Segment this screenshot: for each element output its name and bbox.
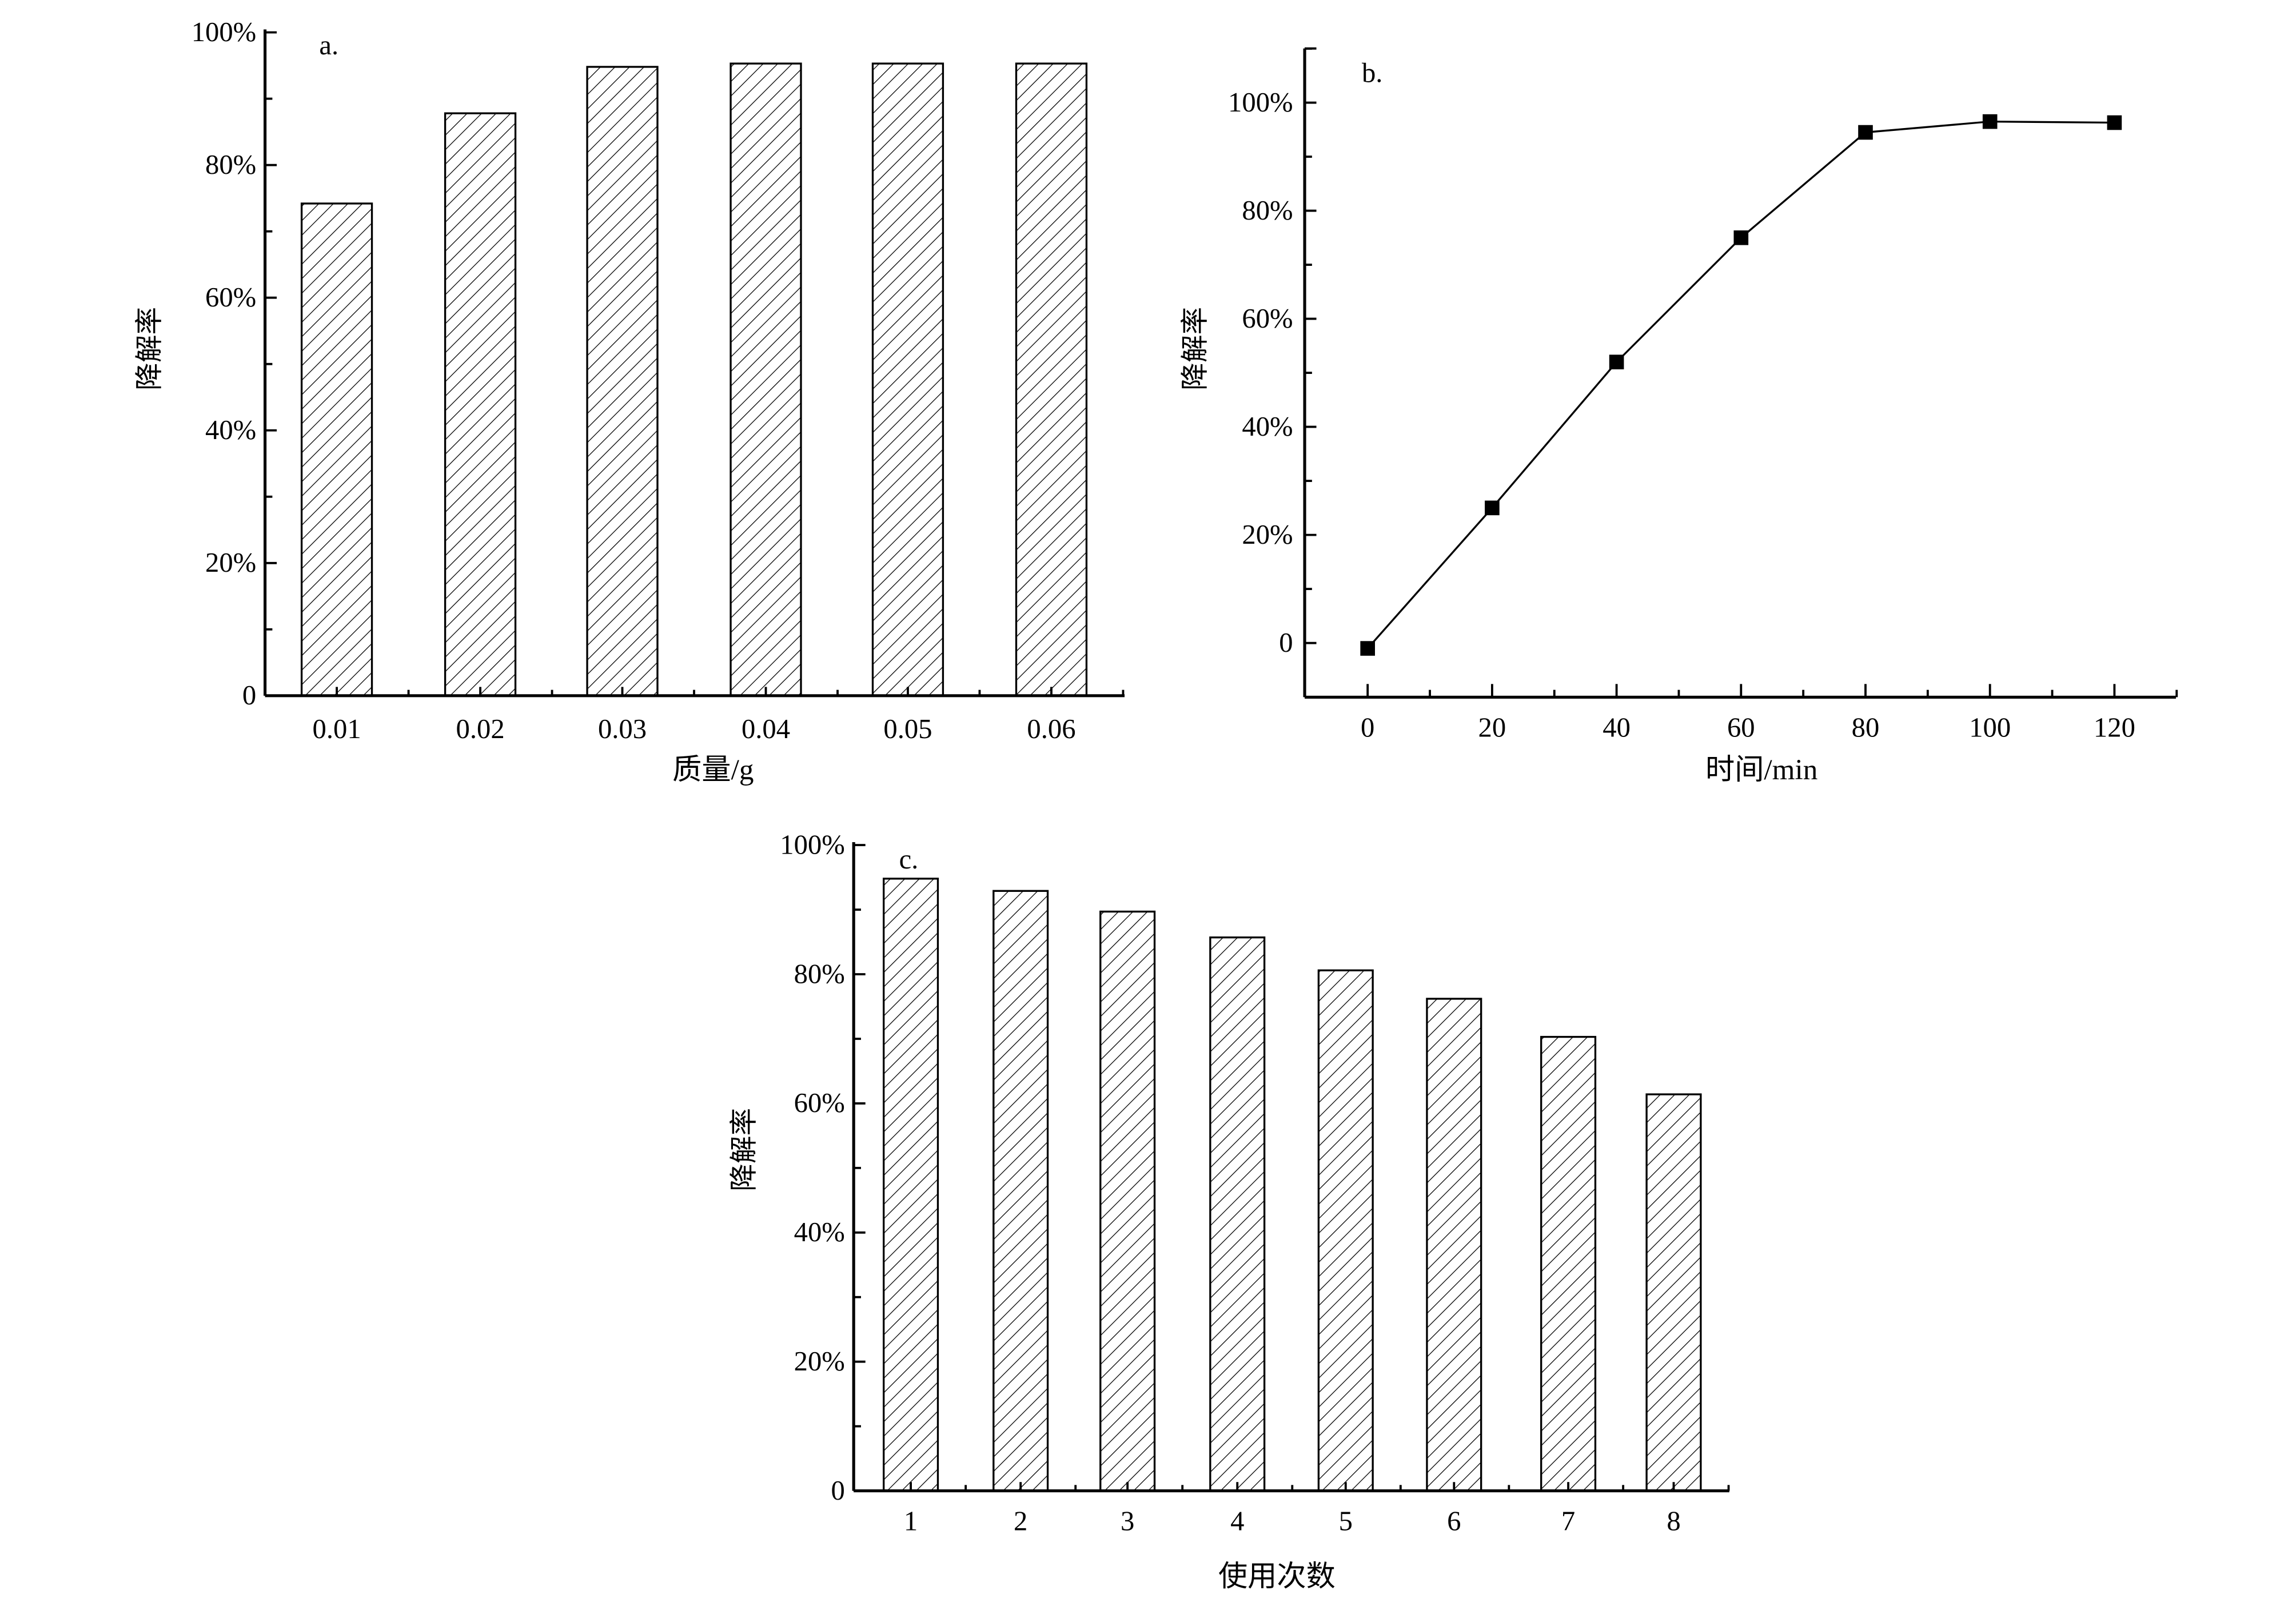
bar	[300, 202, 373, 697]
bar	[992, 890, 1049, 1492]
y-tick-label: 100%	[1228, 87, 1293, 118]
data-point	[1485, 500, 1500, 516]
y-tick-label: 20%	[205, 547, 256, 578]
x-axis-label: 时间/min	[1705, 754, 1817, 786]
bar	[1209, 936, 1266, 1492]
x-tick-label: 0.04	[742, 714, 790, 744]
bar	[883, 878, 939, 1492]
x-tick-label: 6	[1447, 1506, 1461, 1537]
x-tick-label: 20	[1478, 712, 1506, 743]
x-tick-label: 2	[1014, 1506, 1027, 1537]
x-tick-label: 1	[904, 1506, 918, 1537]
bar	[871, 62, 944, 697]
x-tick-label: 0.03	[598, 714, 647, 744]
chart-b: 0 20% 40% 60% 80% 100% 0 20 40 60 80 100 120 b. 时间/min…	[1179, 47, 2178, 786]
panel-label: a.	[319, 30, 338, 61]
bar	[1645, 1093, 1702, 1492]
y-tick-label: 40%	[794, 1217, 845, 1248]
bar	[1099, 910, 1156, 1492]
x-tick-label: 7	[1561, 1506, 1575, 1537]
y-tick-label: 60%	[1242, 303, 1293, 334]
x-tick-label: 120	[2094, 712, 2135, 743]
bar	[730, 62, 802, 697]
bar	[1317, 969, 1374, 1492]
y-tick-label: 60%	[205, 282, 256, 313]
x-tick-label: 0.02	[456, 714, 505, 744]
chart-a: 0 20% 40% 60% 80% 100% 0.01 0.02 0.03 0.04 0.05 0.0…	[134, 17, 1125, 786]
x-tick-label: 5	[1339, 1506, 1353, 1537]
y-axis-label: 降解率	[728, 1108, 759, 1191]
x-tick-label: 4	[1230, 1506, 1244, 1537]
data-point	[2107, 115, 2122, 130]
x-tick-label: 8	[1667, 1506, 1680, 1537]
data-point	[1982, 114, 1998, 129]
panel-label: c.	[899, 844, 919, 875]
data-point	[1360, 641, 1375, 656]
x-tick-label: 100	[1969, 712, 2011, 743]
bar	[1540, 1035, 1597, 1492]
y-tick-label: 40%	[1242, 411, 1293, 442]
x-tick-label: 60	[1727, 712, 1755, 743]
y-tick-label: 0	[831, 1475, 844, 1506]
x-tick-label: 80	[1852, 712, 1880, 743]
x-tick-label: 40	[1603, 712, 1631, 743]
series-line	[1366, 120, 2115, 649]
y-axis-label: 降解率	[1179, 307, 1210, 390]
bar	[1426, 998, 1482, 1492]
y-tick-label: 0	[242, 680, 256, 711]
y-tick-label: 20%	[794, 1346, 845, 1377]
y-axis-label: 降解率	[134, 307, 165, 390]
bar	[586, 66, 659, 697]
x-tick-label: 3	[1121, 1506, 1134, 1537]
data-point	[1609, 354, 1624, 370]
bar	[444, 112, 517, 697]
y-tick-label: 80%	[794, 958, 845, 989]
y-tick-label: 40%	[205, 415, 256, 445]
chart-c: 0 20% 40% 60% 80% 100% 1 2 3 4 5 6 7 8 c. 使用次数 降解率	[728, 829, 1730, 1593]
x-axis-label: 使用次数	[1218, 1560, 1336, 1593]
x-axis-label: 质量/g	[672, 754, 754, 786]
x-tick-label: 0	[1361, 712, 1374, 743]
x-tick-label: 0.06	[1027, 714, 1075, 744]
y-tick-label: 80%	[205, 149, 256, 180]
bar	[1015, 62, 1088, 697]
x-tick-label: 0.05	[883, 714, 932, 744]
y-tick-label: 80%	[1242, 195, 1293, 226]
y-tick-label: 60%	[794, 1087, 845, 1118]
data-point	[1858, 125, 1873, 140]
y-tick-label: 100%	[780, 829, 845, 860]
x-tick-label: 0.01	[313, 714, 361, 744]
y-tick-label: 100%	[192, 17, 257, 47]
data-point	[1733, 230, 1749, 245]
y-tick-label: 0	[1279, 627, 1293, 658]
y-tick-label: 20%	[1242, 519, 1293, 550]
panel-label: b.	[1362, 58, 1383, 89]
